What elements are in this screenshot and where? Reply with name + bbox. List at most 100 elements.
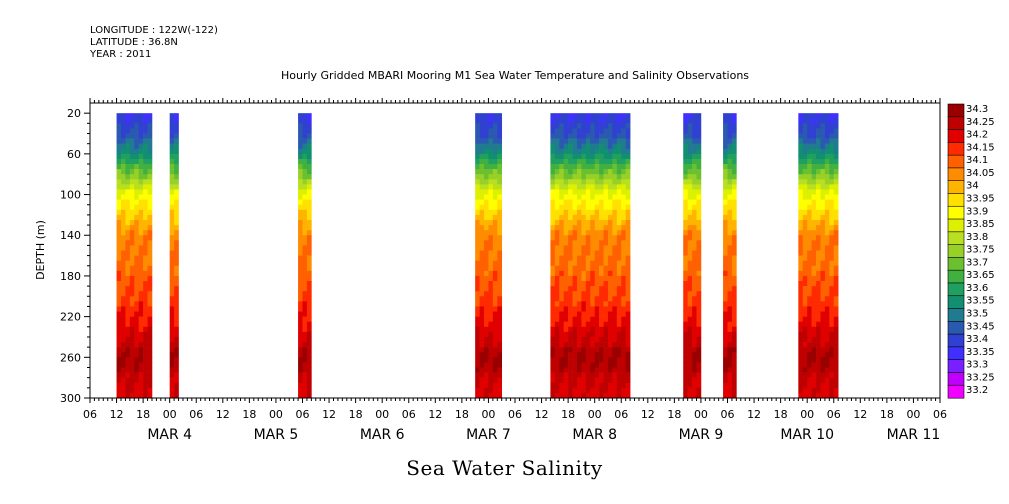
- data-cell: [621, 286, 626, 292]
- data-cell: [607, 372, 613, 378]
- data-cell: [298, 138, 303, 144]
- data-cell: [590, 347, 595, 353]
- data-cell: [811, 362, 817, 368]
- data-cell: [599, 265, 604, 272]
- data-cell: [138, 321, 144, 328]
- data-cell: [599, 118, 604, 124]
- data-cell: [488, 270, 494, 277]
- data-cell: [129, 316, 135, 323]
- colorbar-label: 33.6: [966, 283, 988, 294]
- data-cell: [816, 265, 821, 272]
- data-cell: [484, 281, 489, 287]
- data-cell: [612, 143, 618, 150]
- data-cell: [590, 331, 595, 338]
- data-cell: [807, 372, 812, 378]
- data-cell: [807, 326, 812, 333]
- data-cell: [125, 367, 131, 373]
- data-cell: [147, 372, 153, 378]
- data-cell: [616, 357, 622, 363]
- data-cell: [568, 148, 573, 155]
- data-cell: [824, 296, 830, 302]
- data-cell: [616, 347, 622, 353]
- data-cell: [590, 209, 595, 216]
- data-cell: [581, 286, 587, 292]
- data-cell: [683, 158, 688, 165]
- data-cell: [696, 367, 702, 373]
- data-cell: [563, 194, 569, 200]
- data-cell: [550, 362, 556, 368]
- data-cell: [475, 219, 480, 226]
- data-cell: [692, 331, 697, 338]
- data-cell: [590, 118, 595, 124]
- data-cell: [723, 184, 728, 190]
- data-cell: [599, 260, 604, 267]
- data-cell: [554, 255, 560, 261]
- data-cell: [568, 281, 573, 287]
- data-cell: [169, 194, 175, 200]
- data-cell: [568, 270, 573, 277]
- data-cell: [616, 362, 622, 368]
- data-cell: [590, 382, 595, 389]
- data-cell: [824, 316, 830, 323]
- data-cell: [479, 118, 485, 124]
- data-cell: [576, 387, 582, 394]
- data-cell: [599, 372, 604, 378]
- data-cell: [807, 301, 812, 307]
- data-cell: [811, 194, 817, 200]
- data-cell: [475, 138, 480, 144]
- data-cell: [550, 209, 556, 216]
- data-cell: [129, 321, 135, 328]
- data-cell: [798, 194, 804, 200]
- data-cell: [550, 382, 556, 389]
- data-cell: [621, 118, 626, 124]
- data-cell: [723, 225, 728, 231]
- colorbar-swatch: [947, 116, 965, 131]
- data-cell: [824, 301, 830, 307]
- data-cell: [829, 286, 835, 292]
- data-cell: [802, 204, 808, 211]
- colorbar-label: 34.25: [966, 117, 995, 128]
- data-cell: [585, 387, 591, 394]
- data-cell: [302, 311, 308, 317]
- data-cell: [607, 169, 613, 175]
- data-cell: [731, 270, 737, 277]
- data-cell: [833, 260, 839, 267]
- data-cell: [723, 235, 728, 241]
- data-cell: [169, 143, 175, 150]
- data-cell: [559, 286, 564, 292]
- data-cell: [625, 219, 631, 226]
- data-cell: [820, 357, 826, 363]
- data-cell: [129, 189, 135, 195]
- data-cell: [143, 179, 148, 185]
- data-cell: [169, 209, 175, 216]
- data-cell: [492, 255, 498, 261]
- data-cell: [169, 392, 175, 399]
- data-cell: [559, 270, 564, 277]
- data-cell: [590, 265, 595, 272]
- data-cell: [798, 235, 804, 241]
- x-day-label: MAR 8: [572, 427, 617, 443]
- data-cell: [125, 123, 131, 129]
- data-cell: [802, 164, 808, 170]
- data-cell: [563, 199, 569, 206]
- data-cell: [581, 377, 587, 384]
- data-cell: [824, 311, 830, 317]
- data-cell: [594, 296, 600, 302]
- data-cell: [125, 179, 131, 185]
- data-cell: [475, 296, 480, 302]
- data-cell: [479, 311, 485, 317]
- data-cell: [696, 316, 702, 323]
- data-cell: [798, 133, 804, 139]
- data-cell: [802, 235, 808, 241]
- data-cell: [563, 158, 569, 165]
- data-cell: [612, 118, 618, 124]
- data-cell: [820, 270, 826, 277]
- data-cell: [143, 270, 148, 277]
- data-cell: [475, 260, 480, 267]
- data-cell: [484, 189, 489, 195]
- data-cell: [129, 291, 135, 297]
- data-cell: [829, 219, 835, 226]
- data-cell: [585, 204, 591, 211]
- data-cell: [603, 169, 609, 175]
